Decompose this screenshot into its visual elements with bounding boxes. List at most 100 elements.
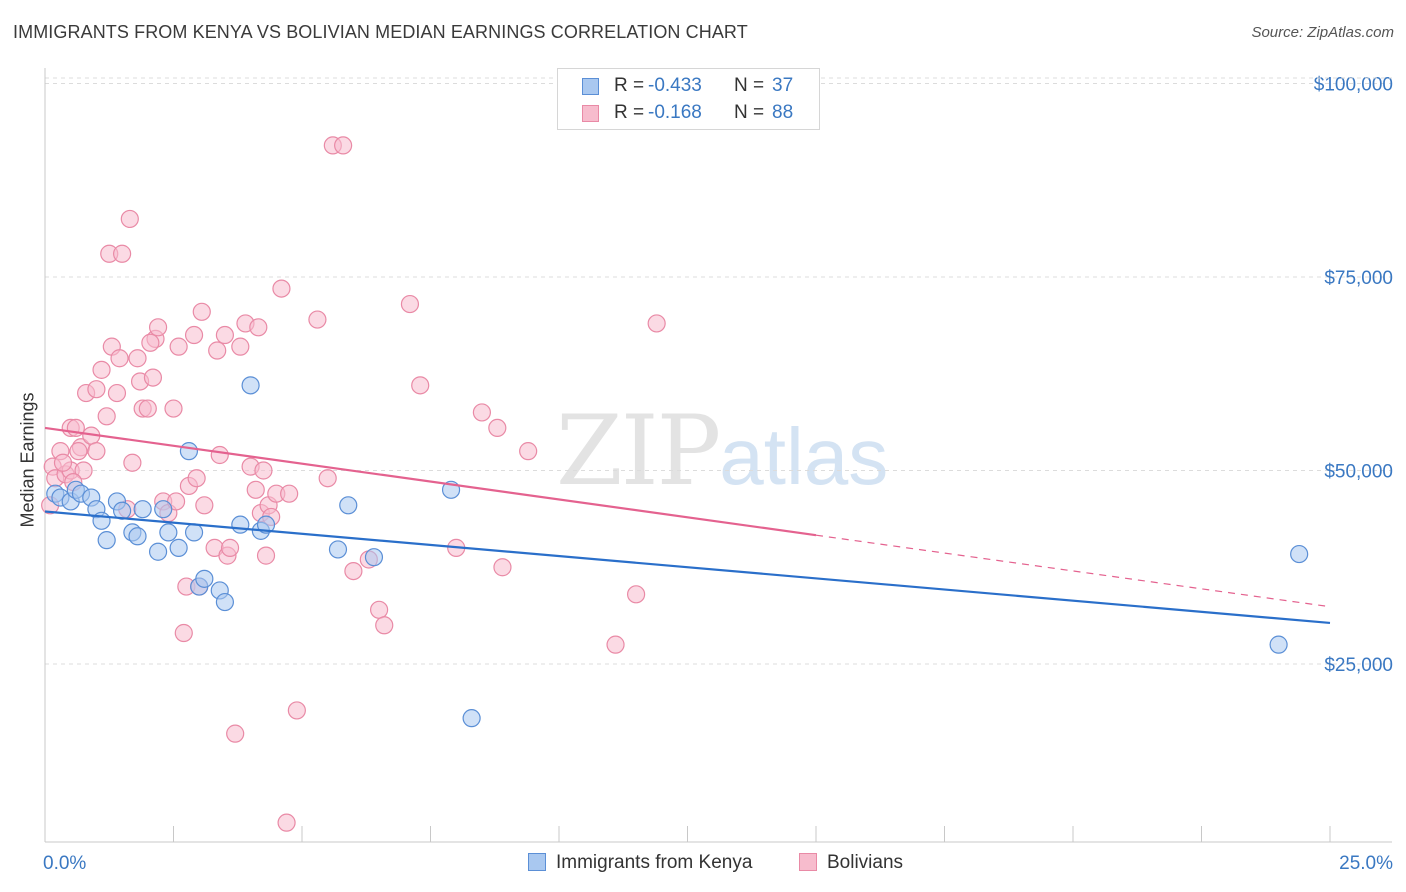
point-bolivia bbox=[308, 310, 327, 329]
point-kenya bbox=[97, 531, 116, 550]
point-kenya bbox=[133, 500, 152, 519]
point-kenya bbox=[231, 515, 250, 534]
point-bolivia bbox=[148, 318, 168, 337]
point-bolivia bbox=[334, 136, 353, 155]
y-tick-label: $100,000 bbox=[1314, 74, 1393, 95]
point-bolivia bbox=[226, 724, 245, 743]
point-bolivia bbox=[187, 469, 206, 488]
point-bolivia bbox=[488, 418, 507, 438]
point-bolivia bbox=[69, 442, 88, 461]
point-bolivia bbox=[344, 561, 363, 581]
bottom-legend-kenya: Immigrants from Kenya bbox=[528, 852, 752, 874]
point-bolivia bbox=[318, 469, 337, 488]
point-bolivia bbox=[123, 453, 142, 472]
point-bolivia bbox=[256, 546, 276, 565]
legend-n-value: 88 bbox=[772, 102, 794, 123]
point-bolivia bbox=[231, 337, 250, 356]
point-bolivia bbox=[174, 623, 193, 643]
x-tick-label: 25.0% bbox=[1339, 853, 1393, 874]
point-bolivia bbox=[249, 318, 268, 337]
point-bolivia bbox=[192, 302, 211, 321]
bottom-legend-label-kenya: Immigrants from Kenya bbox=[556, 852, 753, 873]
legend-r-value: -0.168 bbox=[648, 102, 702, 123]
point-kenya bbox=[339, 496, 358, 515]
point-bolivia bbox=[53, 453, 73, 472]
point-kenya bbox=[256, 515, 276, 534]
point-kenya bbox=[159, 523, 178, 542]
point-bolivia bbox=[112, 244, 132, 263]
point-bolivia bbox=[246, 480, 265, 499]
point-kenya bbox=[184, 523, 204, 542]
bottom-legend-bolivians: Bolivians bbox=[799, 852, 903, 874]
point-kenya bbox=[1269, 635, 1288, 654]
point-bolivia bbox=[169, 337, 188, 356]
trend-line-kenya bbox=[44, 510, 1331, 625]
point-bolivia bbox=[375, 616, 394, 635]
point-bolivia bbox=[215, 325, 234, 345]
bottom-legend-swatch-bolivians bbox=[799, 853, 817, 871]
legend-n-value: 37 bbox=[772, 75, 794, 96]
x-tick-label: 0.0% bbox=[43, 853, 86, 874]
point-kenya bbox=[462, 709, 481, 728]
point-bolivia bbox=[164, 399, 183, 418]
point-bolivia bbox=[120, 209, 139, 229]
point-bolivia bbox=[74, 461, 93, 480]
stats-legend: R = -0.433 N = 37 R = -0.168 N = 88 bbox=[557, 68, 820, 130]
y-tick-label: $25,000 bbox=[1324, 655, 1393, 676]
point-kenya bbox=[195, 569, 214, 588]
point-bolivia bbox=[493, 558, 512, 577]
watermark-zip: ZIP bbox=[556, 395, 721, 507]
point-bolivia bbox=[272, 279, 291, 298]
point-kenya bbox=[1290, 544, 1309, 564]
point-bolivia bbox=[97, 407, 116, 426]
point-bolivia bbox=[110, 349, 129, 368]
point-bolivia bbox=[606, 635, 625, 654]
point-bolivia bbox=[184, 325, 204, 345]
point-bolivia bbox=[254, 461, 273, 480]
chart-title: IMMIGRANTS FROM KENYA VS BOLIVIAN MEDIAN… bbox=[13, 22, 748, 42]
point-bolivia bbox=[626, 585, 646, 604]
legend-swatch-bolivians bbox=[582, 105, 599, 122]
point-bolivia bbox=[370, 600, 389, 619]
watermark-atlas: atlas bbox=[719, 412, 889, 501]
point-bolivia bbox=[87, 380, 106, 399]
bottom-legend-label-bolivians: Bolivians bbox=[827, 852, 904, 873]
point-bolivia bbox=[411, 376, 430, 395]
point-kenya bbox=[148, 542, 168, 561]
trend-line-extension-bolivia bbox=[815, 534, 1331, 608]
y-tick-label: $50,000 bbox=[1324, 461, 1393, 482]
point-kenya bbox=[179, 442, 199, 461]
point-bolivia bbox=[141, 333, 160, 352]
source-label: Source: ZipAtlas.com bbox=[1251, 24, 1394, 41]
legend-r-label: R = bbox=[614, 75, 645, 96]
point-bolivia bbox=[92, 360, 111, 379]
point-bolivia bbox=[143, 368, 163, 387]
point-bolivia bbox=[87, 442, 106, 461]
point-bolivia bbox=[287, 701, 306, 720]
y-tick-label: $75,000 bbox=[1324, 268, 1393, 289]
point-bolivia bbox=[472, 403, 491, 422]
point-bolivia bbox=[128, 349, 147, 368]
point-bolivia bbox=[400, 294, 420, 314]
point-bolivia bbox=[107, 383, 127, 403]
point-bolivia bbox=[519, 442, 538, 461]
point-bolivia bbox=[280, 484, 299, 503]
legend-n-label: N = bbox=[734, 102, 765, 123]
legend-swatch-kenya bbox=[582, 78, 599, 95]
point-bolivia bbox=[195, 496, 214, 515]
y-axis-title: Median Earnings bbox=[17, 392, 38, 528]
legend-r-label: R = bbox=[614, 102, 645, 123]
point-kenya bbox=[154, 500, 173, 519]
trend-line-bolivia bbox=[44, 426, 817, 537]
point-bolivia bbox=[220, 538, 240, 557]
point-bolivia bbox=[138, 399, 157, 418]
watermark: ZIPatlas bbox=[556, 395, 888, 507]
legend-r-value: -0.433 bbox=[648, 75, 702, 96]
point-kenya bbox=[215, 592, 234, 612]
point-kenya bbox=[241, 376, 260, 395]
point-bolivia bbox=[208, 341, 227, 360]
point-bolivia bbox=[647, 314, 666, 333]
point-kenya bbox=[169, 538, 188, 557]
bottom-legend-swatch-kenya bbox=[528, 853, 546, 871]
